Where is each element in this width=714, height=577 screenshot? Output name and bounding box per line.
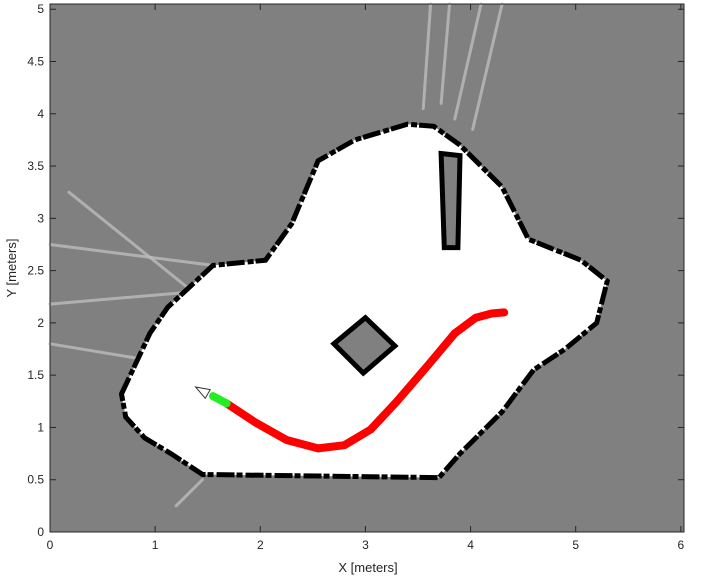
x-tick-label: 1: [152, 538, 159, 552]
scan-ray-2: [48, 290, 199, 306]
map-layer: [48, 2, 611, 508]
y-tick-label: 1: [37, 420, 44, 434]
y-tick-label: 0: [37, 525, 44, 539]
scan-ray-8: [174, 478, 204, 508]
y-axis-label: Y [meters]: [4, 238, 19, 297]
x-tick-label: 2: [257, 538, 264, 552]
path-layer: [194, 308, 509, 453]
scan-ray-4: [421, 2, 433, 111]
scan-ray-7: [471, 2, 504, 131]
axes: 0 1 2 3 4 5 6 0 0.5 1 1.5 2 2.5 3 3.5 4 4.5 5: [27, 2, 684, 552]
free-space: [118, 121, 611, 481]
y-tick-label: 3.5: [27, 159, 44, 173]
y-tick-label: 1.5: [27, 368, 44, 382]
y-tick-label: 5: [37, 2, 44, 16]
y-tick-label: 2.5: [27, 264, 44, 278]
x-tick-label: 6: [678, 538, 685, 552]
traversed-path-line: [222, 308, 509, 453]
x-axis-label: X [meters]: [338, 560, 397, 575]
scan-ray-0: [67, 190, 197, 296]
square-obstacle: [330, 314, 399, 377]
x-tick-label: 5: [572, 538, 579, 552]
axes-frame: [49, 3, 685, 533]
y-tick-label: 4.5: [27, 55, 44, 69]
scan-ray-5: [439, 2, 452, 105]
robot-marker: [194, 386, 211, 400]
x-tick-label: 3: [362, 538, 369, 552]
pillar-obstacle: [438, 150, 463, 251]
scan-ray-1: [48, 242, 215, 267]
x-tick-label: 0: [47, 538, 54, 552]
y-tick-label: 2: [37, 316, 44, 330]
current-segment-line: [209, 392, 231, 408]
y-tick-label: 3: [37, 211, 44, 225]
x-tick-label: 4: [467, 538, 474, 552]
scan-ray-6: [453, 2, 483, 121]
y-tick-label: 0.5: [27, 473, 44, 487]
y-tick-label: 4: [37, 107, 44, 121]
scan-ray-3: [48, 342, 147, 361]
